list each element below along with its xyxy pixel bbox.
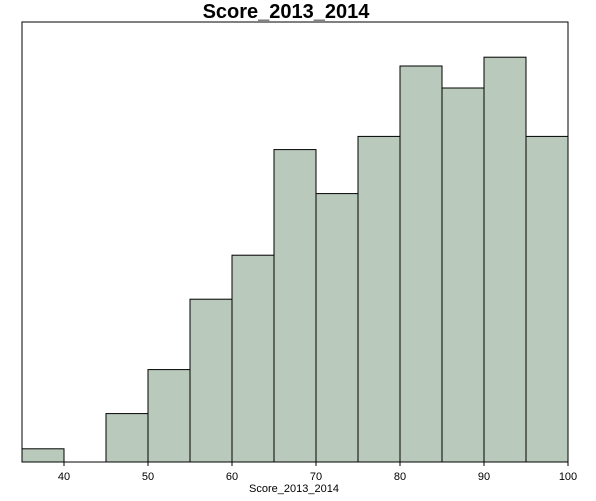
histogram-bar [189, 298, 233, 463]
histogram-bar [147, 369, 191, 463]
x-tick-label: 100 [559, 471, 577, 483]
histogram-bar [315, 193, 359, 463]
histogram-bar [399, 65, 443, 463]
histogram-bar [483, 56, 527, 463]
bars-group [21, 56, 569, 463]
histogram-bar [231, 254, 275, 463]
x-axis-ticks: 40 50 60 70 80 90 100 [58, 462, 577, 483]
x-tick-label: 90 [478, 471, 490, 483]
x-tick-label: 80 [394, 471, 406, 483]
chart-title: Score_2013_2014 [203, 1, 371, 23]
x-tick-label: 40 [58, 471, 70, 483]
x-tick-label: 50 [142, 471, 154, 483]
x-tick-label: 70 [310, 471, 322, 483]
histogram-bar [105, 413, 149, 463]
x-axis-label: Score_2013_2014 [249, 483, 339, 495]
histogram-bar [525, 135, 569, 463]
histogram-bar [441, 87, 485, 463]
histogram-bar [357, 135, 401, 463]
x-tick-label: 60 [226, 471, 238, 483]
histogram-bar [21, 448, 65, 463]
histogram-bar [273, 149, 317, 463]
